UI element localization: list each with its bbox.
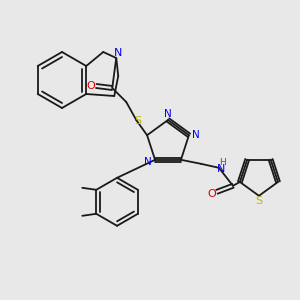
Text: S: S	[135, 116, 142, 126]
Text: N: N	[217, 164, 225, 174]
Text: N: N	[164, 109, 172, 119]
Text: N: N	[144, 157, 152, 167]
Text: O: O	[208, 189, 216, 199]
Text: H: H	[220, 158, 226, 167]
Text: S: S	[255, 196, 262, 206]
Text: N: N	[114, 48, 122, 58]
Text: O: O	[87, 81, 96, 91]
Text: N: N	[192, 130, 200, 140]
